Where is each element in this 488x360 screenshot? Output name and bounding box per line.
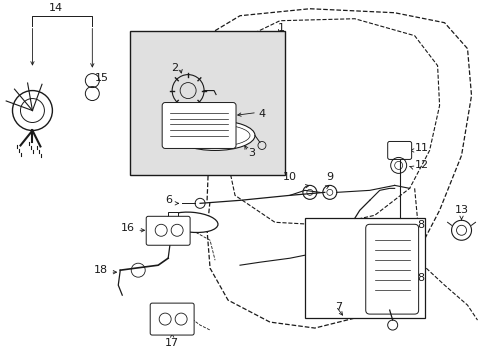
FancyBboxPatch shape bbox=[146, 216, 190, 245]
FancyBboxPatch shape bbox=[162, 103, 236, 148]
Ellipse shape bbox=[180, 125, 249, 147]
Text: 15: 15 bbox=[95, 73, 109, 82]
Text: 16: 16 bbox=[121, 223, 135, 233]
Bar bbox=[168, 212, 178, 232]
Text: 7: 7 bbox=[334, 302, 341, 312]
Text: 5: 5 bbox=[148, 217, 155, 227]
Text: 4: 4 bbox=[258, 108, 264, 118]
Text: 1: 1 bbox=[277, 23, 285, 33]
Text: 10: 10 bbox=[283, 172, 296, 183]
Text: 14: 14 bbox=[48, 3, 62, 13]
FancyBboxPatch shape bbox=[150, 303, 194, 335]
Text: 8: 8 bbox=[417, 220, 424, 230]
Text: 13: 13 bbox=[454, 205, 468, 215]
Ellipse shape bbox=[175, 121, 254, 150]
Text: 12: 12 bbox=[414, 161, 428, 170]
Text: 9: 9 bbox=[325, 172, 333, 183]
FancyBboxPatch shape bbox=[387, 141, 411, 159]
Text: 18: 18 bbox=[94, 265, 108, 275]
Text: 11: 11 bbox=[414, 143, 428, 153]
Text: 8: 8 bbox=[417, 273, 424, 283]
Bar bbox=[304, 218, 424, 318]
Text: 6: 6 bbox=[165, 195, 172, 205]
FancyBboxPatch shape bbox=[365, 224, 418, 314]
Ellipse shape bbox=[166, 212, 218, 233]
Bar bbox=[130, 31, 285, 175]
Text: 17: 17 bbox=[165, 338, 179, 348]
Text: 3: 3 bbox=[247, 148, 254, 158]
Text: 2: 2 bbox=[171, 63, 178, 73]
